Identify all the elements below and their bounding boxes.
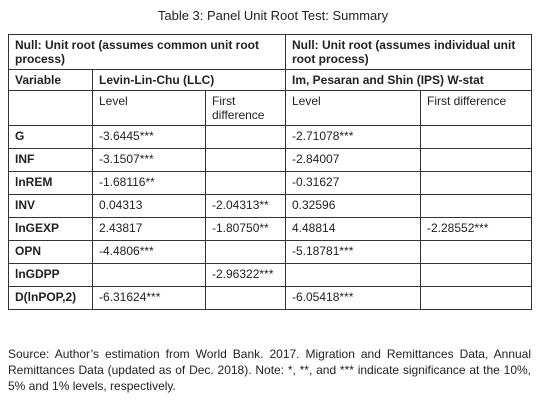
value-cell: -2.84007 [285, 148, 421, 172]
value-cell: -2.04313** [205, 194, 286, 218]
table-row: Variable Levin-Lin-Chu (LLC) Im, Pesaran a… [8, 69, 533, 91]
header-cell: Im, Pesaran and Shin (IPS) W-stat [284, 69, 533, 91]
value-cell [205, 148, 286, 172]
value-cell: -2.28552*** [419, 217, 533, 241]
value-cell: -0.31627 [285, 171, 421, 195]
value-cell: -2.96322*** [205, 263, 286, 287]
header-cell: First difference [419, 90, 533, 126]
value-cell: 4.48814 [285, 217, 421, 241]
value-cell: -1.80750** [205, 217, 286, 241]
table-row: INV 0.04313 -2.04313** 0.32596 [8, 194, 533, 218]
variable-cell: lnGEXP [8, 217, 93, 241]
table-title: Table 3: Panel Unit Root Test: Summary [157, 8, 389, 23]
header-cell [8, 90, 93, 126]
value-cell: -5.18781*** [285, 240, 421, 264]
variable-cell: OPN [8, 240, 93, 264]
variable-cell: INF [8, 148, 93, 172]
value-cell [419, 125, 533, 149]
value-cell: -3.6445*** [92, 125, 206, 149]
header-cell: Level [92, 90, 206, 126]
table-row: Level First difference Level First differen… [8, 90, 533, 126]
variable-cell: D(lnPOP,2) [8, 286, 93, 310]
header-cell: Null: Unit root (assumes individual unit… [284, 34, 533, 70]
value-cell [419, 171, 533, 195]
table-row: OPN -4.4806*** -5.18781*** [8, 240, 533, 264]
value-cell: -6.31624*** [92, 286, 206, 310]
value-cell: 2.43817 [92, 217, 206, 241]
value-cell [419, 148, 533, 172]
value-cell [419, 263, 533, 287]
variable-cell: INV [8, 194, 93, 218]
variable-cell: lnGDPP [8, 263, 93, 287]
table-row: lnGEXP 2.43817 -1.80750** 4.48814 -2.28552**… [8, 217, 533, 241]
value-cell: -4.4806*** [92, 240, 206, 264]
value-cell: -2.71078*** [285, 125, 421, 149]
variable-cell: lnREM [8, 171, 93, 195]
value-cell [419, 240, 533, 264]
header-cell: Variable [8, 69, 93, 91]
value-cell [205, 125, 286, 149]
table-note: Source: Author’s estimation from World B… [8, 347, 531, 393]
table-row: lnREM -1.68116** -0.31627 [8, 171, 533, 195]
value-cell: -1.68116** [92, 171, 206, 195]
header-cell: Level [285, 90, 421, 126]
table: Null: Unit root (assumes common unit roo… [8, 34, 533, 310]
value-cell [205, 286, 286, 310]
value-cell [419, 194, 533, 218]
value-cell: -3.1507*** [92, 148, 206, 172]
table-row: D(lnPOP,2) -6.31624*** -6.05418*** [8, 286, 533, 310]
header-cell: First difference [205, 90, 286, 126]
table-row: lnGDPP -2.96322*** [8, 263, 533, 287]
header-cell: Null: Unit root (assumes common unit roo… [8, 34, 286, 70]
value-cell [285, 263, 421, 287]
table-row: Null: Unit root (assumes common unit roo… [8, 34, 533, 70]
variable-cell: G [8, 125, 93, 149]
value-cell [419, 286, 533, 310]
value-cell [205, 171, 286, 195]
value-cell: 0.32596 [285, 194, 421, 218]
header-cell: Levin-Lin-Chu (LLC) [92, 69, 286, 91]
value-cell: -6.05418*** [285, 286, 421, 310]
table-row: INF -3.1507*** -2.84007 [8, 148, 533, 172]
value-cell [205, 240, 286, 264]
table-row: G -3.6445*** -2.71078*** [8, 125, 533, 149]
value-cell: 0.04313 [92, 194, 206, 218]
value-cell [92, 263, 206, 287]
